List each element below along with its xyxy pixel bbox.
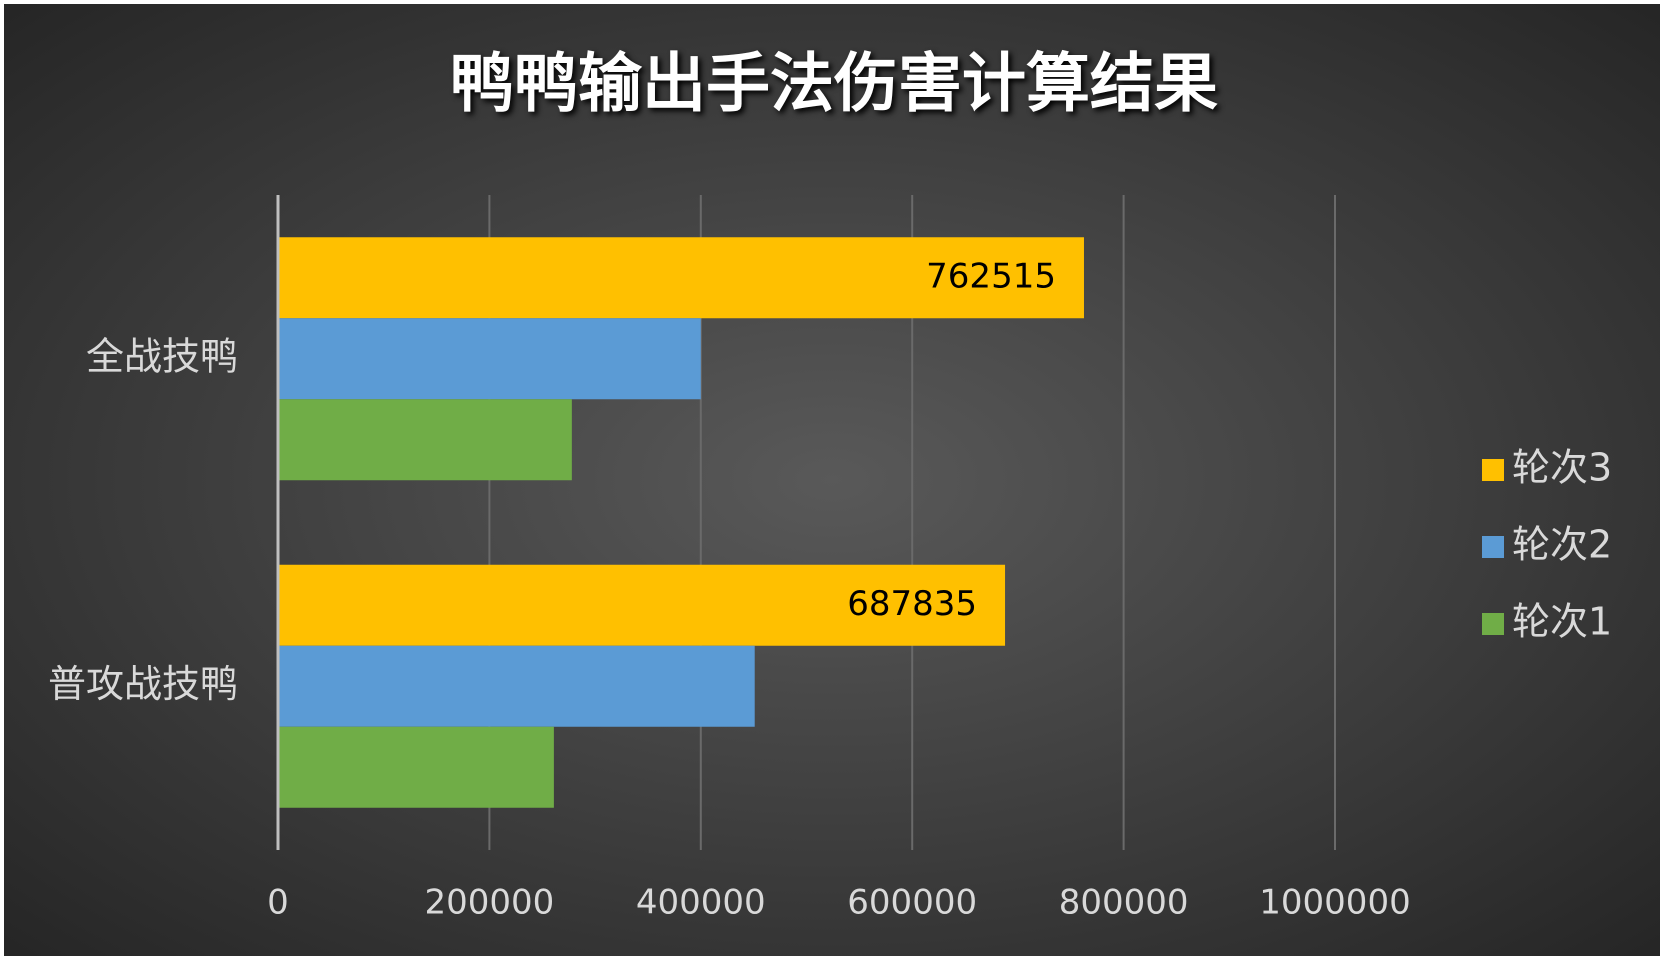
bar bbox=[278, 564, 1006, 646]
y-tick-label: 普攻战技鸭 bbox=[48, 662, 238, 706]
chart-title: 鸭鸭输出手法伤害计算结果 bbox=[450, 48, 1218, 122]
x-tick-label: 0 bbox=[267, 883, 289, 923]
legend-swatch bbox=[1482, 613, 1504, 635]
data-label: 762515 bbox=[926, 256, 1056, 296]
bar bbox=[278, 399, 572, 481]
legend-label: 轮次1 bbox=[1512, 600, 1612, 644]
x-tick-label: 600000 bbox=[847, 883, 977, 923]
x-tick-label: 200000 bbox=[425, 883, 555, 923]
x-tick-label: 400000 bbox=[636, 883, 766, 923]
bar bbox=[278, 645, 755, 727]
legend-swatch bbox=[1482, 459, 1504, 481]
bar bbox=[278, 237, 1084, 319]
bar bbox=[278, 726, 554, 808]
x-tick-label: 1000000 bbox=[1259, 883, 1410, 923]
legend-label: 轮次3 bbox=[1512, 446, 1612, 490]
chart-background bbox=[4, 4, 1660, 956]
legend-swatch bbox=[1482, 536, 1504, 558]
legend-label: 轮次2 bbox=[1512, 523, 1612, 567]
bar bbox=[278, 318, 701, 400]
x-tick-label: 800000 bbox=[1059, 883, 1189, 923]
y-tick-label: 全战技鸭 bbox=[86, 334, 238, 378]
data-label: 687835 bbox=[847, 584, 977, 624]
